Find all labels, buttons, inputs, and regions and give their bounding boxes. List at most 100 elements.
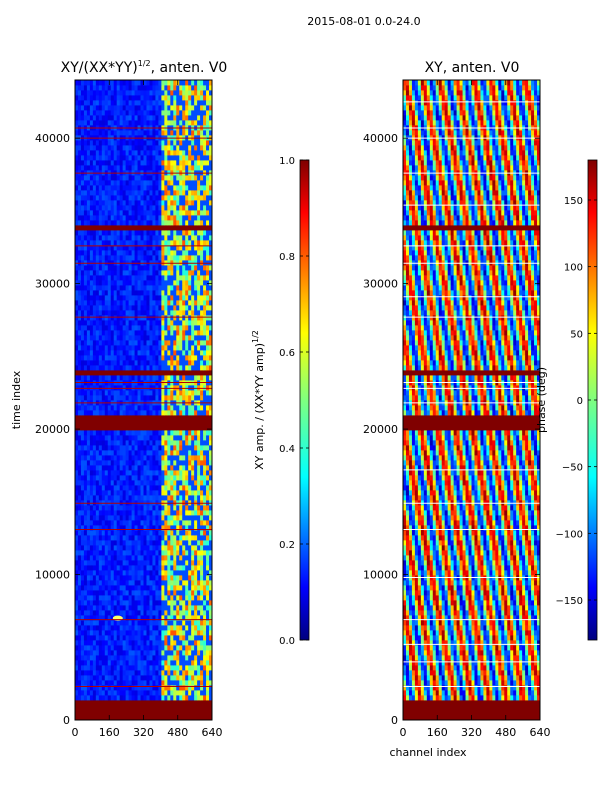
heatmap-cell	[86, 710, 91, 716]
heatmap-cell	[188, 350, 192, 356]
heatmap-cell	[158, 545, 162, 551]
heatmap-cell	[200, 370, 204, 376]
heatmap-cell	[158, 460, 162, 466]
heatmap-cell	[95, 350, 100, 356]
heatmap-cell	[179, 415, 183, 421]
heatmap-cell	[185, 285, 189, 291]
heatmap-cell	[104, 550, 109, 556]
heatmap-cell	[101, 415, 106, 421]
heatmap-cell	[134, 370, 138, 376]
heatmap-cell	[113, 585, 118, 591]
heatmap-cell	[164, 430, 168, 436]
heatmap-cell	[125, 530, 130, 536]
heatmap-cell	[203, 365, 207, 371]
heatmap-cell	[200, 515, 204, 521]
heatmap-cell	[92, 650, 97, 656]
heatmap-cell	[95, 520, 100, 526]
heatmap-cell	[185, 600, 189, 606]
heatmap-cell	[185, 260, 189, 266]
heatmap-cell	[122, 295, 127, 301]
heatmap-cell	[179, 285, 183, 291]
heatmap-cell	[164, 365, 168, 371]
heatmap-cell	[125, 355, 130, 361]
heatmap-cell	[98, 405, 103, 411]
heatmap-cell	[119, 430, 124, 436]
heatmap-cell	[179, 330, 183, 336]
heatmap-cell	[197, 485, 201, 491]
heatmap-cell	[185, 535, 189, 541]
heatmap-cell	[176, 595, 180, 601]
heatmap-cell	[170, 465, 174, 471]
heatmap-cell	[134, 175, 138, 181]
heatmap-cell	[161, 545, 165, 551]
heatmap-cell	[185, 205, 189, 211]
heatmap-cell	[170, 440, 174, 446]
heatmap-cell	[116, 550, 121, 556]
heatmap-cell	[146, 565, 150, 571]
heatmap-cell	[80, 645, 85, 651]
heatmap-cell	[203, 660, 207, 666]
heatmap-cell	[104, 565, 109, 571]
heatmap-cell	[179, 630, 183, 636]
heatmap-cell	[75, 240, 79, 246]
heatmap-cell	[158, 700, 162, 706]
heatmap-cell	[134, 575, 138, 581]
heatmap-cell	[104, 465, 109, 471]
heatmap-cell	[170, 325, 174, 331]
heatmap-cell	[125, 215, 130, 221]
heatmap-cell	[134, 700, 138, 706]
heatmap-cell	[206, 415, 210, 421]
heatmap-cell	[77, 175, 82, 181]
heatmap-cell	[191, 425, 195, 431]
heatmap-cell	[80, 505, 85, 511]
heatmap-cell	[98, 515, 103, 521]
heatmap-cell	[197, 210, 201, 216]
heatmap-cell	[110, 445, 115, 451]
heatmap-cell	[185, 290, 189, 296]
heatmap-cell	[119, 305, 124, 311]
heatmap-cell	[185, 305, 189, 311]
heatmap-cell	[164, 340, 168, 346]
heatmap-cell	[92, 700, 97, 706]
heatmap-cell	[128, 365, 132, 371]
heatmap-cell	[131, 525, 135, 531]
heatmap-cell	[206, 585, 210, 591]
heatmap-cell	[119, 300, 124, 306]
heatmap-cell	[170, 570, 174, 576]
heatmap-cell	[104, 505, 109, 511]
heatmap-cell	[179, 675, 183, 681]
heatmap-cell	[137, 635, 141, 641]
heatmap-cell	[209, 660, 213, 666]
heatmap-cell	[80, 240, 85, 246]
heatmap-cell	[131, 510, 135, 516]
heatmap-cell	[110, 355, 115, 361]
heatmap-cell	[164, 670, 168, 676]
heatmap-cell	[182, 560, 186, 566]
heatmap-cell	[143, 265, 147, 271]
heatmap-cell	[86, 355, 91, 361]
heatmap-cell	[101, 340, 106, 346]
heatmap-cell	[119, 625, 124, 631]
heatmap-cell	[209, 470, 213, 476]
heatmap-cell	[170, 615, 174, 621]
heatmap-cell	[110, 485, 115, 491]
heatmap-cell	[161, 590, 165, 596]
heatmap-cell	[122, 530, 127, 536]
heatmap-cell	[164, 615, 168, 621]
heatmap-cell	[146, 175, 150, 181]
heatmap-cell	[179, 510, 183, 516]
heatmap-cell	[122, 200, 127, 206]
heatmap-cell	[107, 620, 112, 626]
heatmap-cell	[194, 620, 198, 626]
heatmap-cell	[98, 600, 103, 606]
heatmap-cell	[209, 715, 213, 721]
heatmap-cell	[119, 265, 124, 271]
heatmap-cell	[206, 705, 210, 711]
heatmap-cell	[140, 370, 144, 376]
heatmap-cell	[197, 310, 201, 316]
heatmap-cell	[149, 420, 153, 426]
heatmap-cell	[167, 595, 171, 601]
heatmap-cell	[143, 680, 147, 686]
heatmap-cell	[122, 670, 127, 676]
heatmap-cell	[173, 190, 177, 196]
